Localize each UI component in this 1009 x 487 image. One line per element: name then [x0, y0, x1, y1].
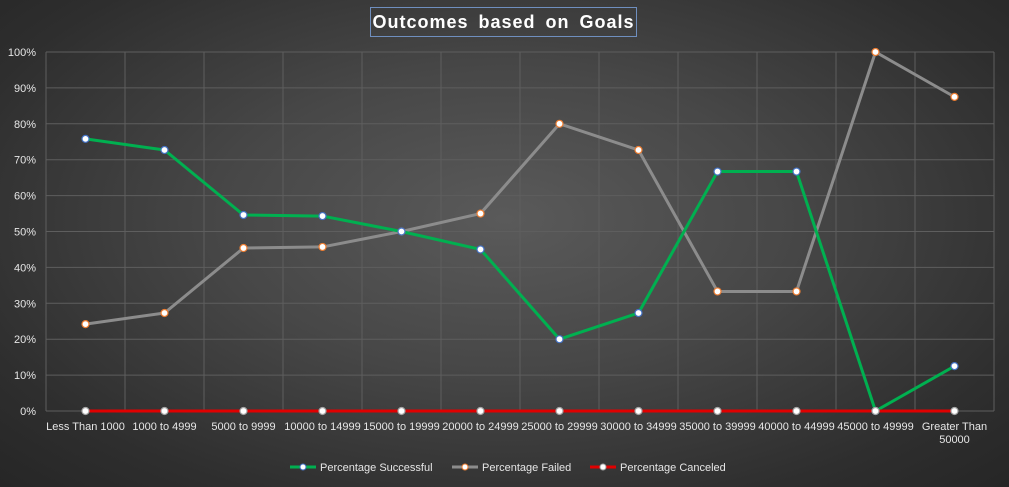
x-tick-label: 1000 to 4999 [132, 421, 196, 433]
data-point [950, 92, 959, 101]
data-point [792, 167, 801, 176]
legend-marker [299, 463, 307, 471]
y-tick-label: 60% [14, 191, 36, 203]
y-tick-label: 80% [14, 119, 36, 131]
data-point [160, 145, 169, 155]
data-point [318, 211, 327, 221]
y-tick-label: 10% [14, 370, 36, 382]
x-axis-ticks: Less Than 1000 1000 to 4999 5000 to 9999 10… [46, 421, 987, 446]
data-point [160, 308, 169, 318]
data-point [555, 119, 564, 128]
data-point [792, 406, 801, 416]
x-tick-label: 5000 to 9999 [211, 421, 275, 433]
chart-series [81, 47, 959, 416]
x-tick-label: 45000 to 49999 [837, 421, 913, 433]
y-tick-label: 100% [8, 47, 36, 59]
y-tick-label: 20% [14, 334, 36, 346]
data-point [160, 406, 169, 416]
x-tick-label: 15000 to 19999 [363, 421, 439, 433]
x-tick-label: Greater Than 50000 [922, 421, 987, 446]
data-point [81, 320, 90, 329]
y-tick-label: 90% [14, 83, 36, 95]
x-tick-label: 30000 to 34999 [600, 421, 676, 433]
legend-label: Percentage Canceled [620, 462, 726, 474]
series-line [85, 137, 956, 413]
data-point [397, 227, 406, 236]
data-point [318, 406, 327, 416]
data-point [713, 167, 722, 176]
x-tick-label: 25000 to 29999 [521, 421, 597, 433]
legend-marker [461, 463, 469, 471]
data-point [713, 406, 722, 416]
legend-label: Percentage Successful [320, 462, 433, 474]
y-tick-label: 70% [14, 155, 36, 167]
y-tick-label: 0% [20, 406, 36, 418]
x-tick-label: 20000 to 24999 [442, 421, 518, 433]
legend-label: Percentage Failed [482, 462, 571, 474]
data-point [555, 406, 564, 416]
y-tick-label: 40% [14, 262, 36, 274]
legend-marker [599, 463, 607, 471]
y-axis-ticks: 0% 10% 20% 30% 40% 50% 60% 70% 80% 90% 100% [8, 47, 36, 418]
data-point [239, 406, 248, 416]
data-point [634, 406, 643, 416]
data-point [476, 209, 485, 218]
data-point [81, 134, 90, 143]
x-tick-label: 40000 to 44999 [758, 421, 834, 433]
data-point [81, 406, 90, 416]
data-point [476, 406, 485, 416]
chart-legend: Percentage Successful Percentage Failed Pe… [290, 462, 726, 474]
x-tick-label: Less Than 1000 [46, 421, 125, 433]
data-point [318, 242, 327, 252]
series-line [85, 50, 956, 326]
data-point [634, 308, 643, 318]
data-point [239, 210, 248, 220]
data-point [476, 245, 485, 254]
data-point [871, 47, 880, 57]
data-point [555, 335, 564, 344]
data-point [950, 362, 959, 371]
data-point [871, 406, 880, 416]
data-point [713, 287, 722, 296]
x-tick-label: 10000 to 14999 [284, 421, 360, 433]
y-tick-label: 50% [14, 227, 36, 239]
x-tick-label: 35000 to 39999 [679, 421, 755, 433]
data-point [397, 406, 406, 416]
data-point [792, 287, 801, 296]
data-point [239, 243, 248, 253]
data-point [950, 406, 959, 416]
chart-title: Outcomes based on Goals [370, 7, 637, 37]
data-point [634, 145, 643, 155]
y-tick-label: 30% [14, 298, 36, 310]
chart-grid [45, 51, 995, 412]
